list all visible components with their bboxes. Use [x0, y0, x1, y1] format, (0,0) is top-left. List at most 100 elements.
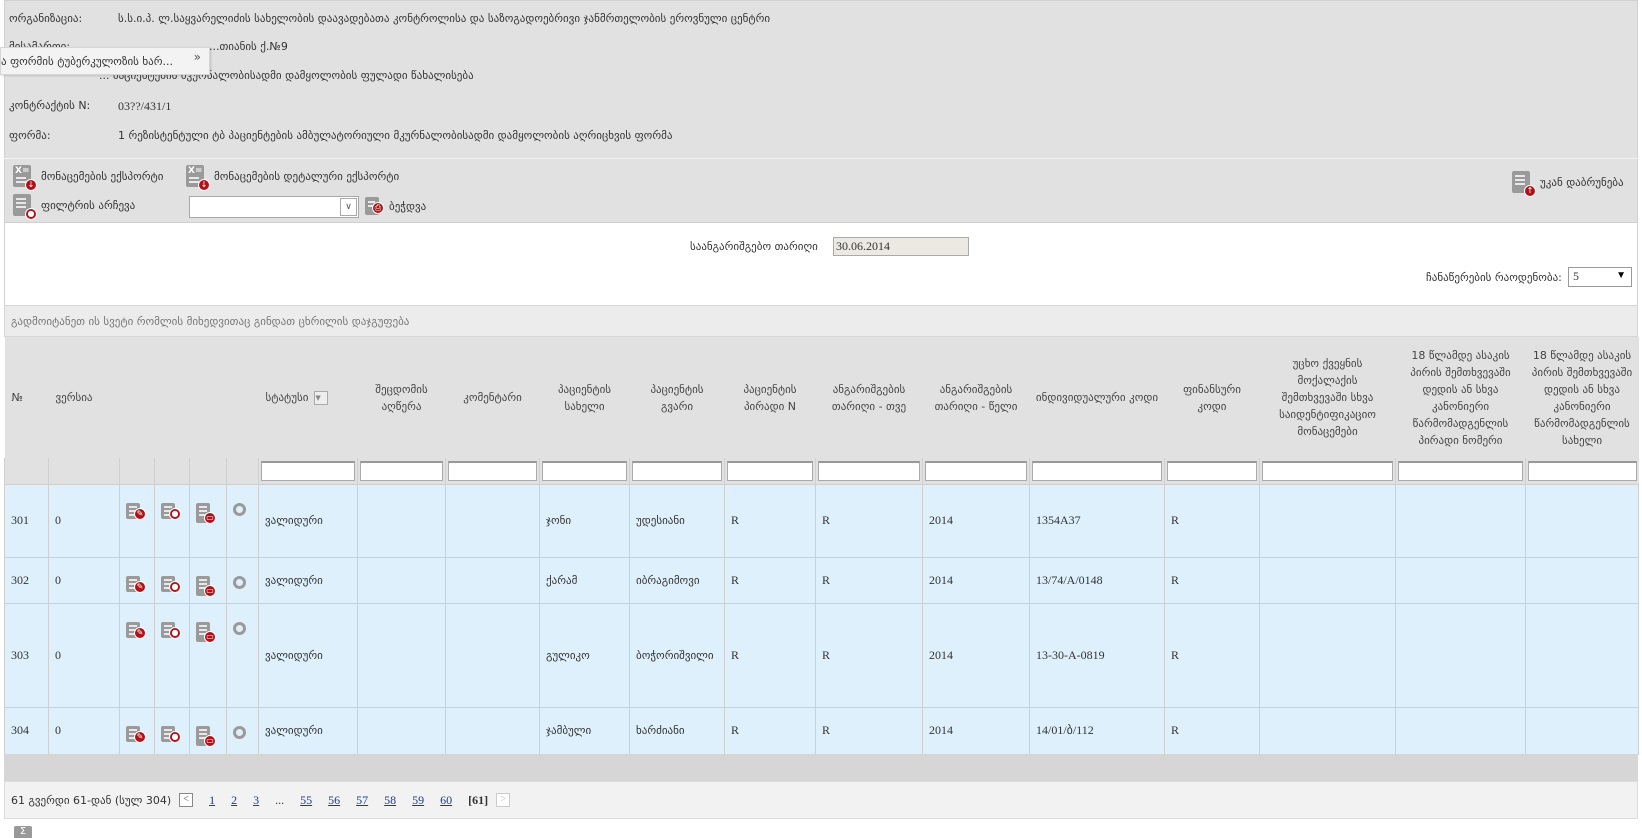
print-button[interactable]: ⎙ ბეჭდვა	[365, 197, 426, 215]
open-icon[interactable]: ▭	[196, 725, 216, 747]
col-version[interactable]: ვერსია	[48, 337, 120, 458]
print-icon: ⎙	[365, 197, 384, 215]
table-row[interactable]: 303 0 ✎ ● ▭ ვალიდური გულიკო ბოჭორიშვილი …	[4, 602, 1639, 708]
col-open	[189, 337, 227, 458]
cell-month: R	[815, 706, 923, 755]
table-row[interactable]: 302 0 ✎ ● ▭ ვალიდური ქარამ იბრაგიმოვი R …	[4, 556, 1639, 604]
cell-individual-code: 13-30-A-0819	[1029, 602, 1165, 708]
col-view	[154, 337, 190, 458]
status-filter-input[interactable]	[261, 460, 355, 481]
open-icon[interactable]: ▭	[196, 621, 216, 643]
group-by-drop-zone[interactable]: გადმოიტანეთ ის სვეტი რომლის მიხედვითაც გ…	[4, 305, 1638, 337]
page-link[interactable]: 1	[209, 792, 216, 807]
excel-export-icon: X= ↓	[186, 165, 210, 191]
guardian-name-filter-input[interactable]	[1528, 460, 1637, 481]
current-page: [61]	[468, 792, 489, 807]
pager-ellipsis: ...	[275, 792, 285, 807]
col-individual-code[interactable]: ინდივიდუალური კოდი	[1029, 337, 1165, 458]
col-last-name[interactable]: პაციენტის გვარი	[629, 337, 725, 458]
detailed-export-button[interactable]: X= ↓ მონაცემების დეტალური ექსპორტი	[186, 165, 400, 191]
col-foreign-id[interactable]: უცხო ქვეყნის მოქალაქის შემთხვევაში სხვა …	[1259, 337, 1396, 458]
page-link[interactable]: 58	[384, 792, 397, 807]
open-icon[interactable]: ▭	[196, 502, 216, 524]
page-link[interactable]: 60	[440, 792, 453, 807]
guardian-no-filter-input[interactable]	[1398, 460, 1523, 481]
col-month[interactable]: ანგარიშგების თარიღი - თვე	[815, 337, 923, 458]
comment-filter-input[interactable]	[448, 460, 537, 481]
view-icon[interactable]: ●	[161, 575, 181, 593]
cell-first-name: ქარამ	[539, 556, 630, 604]
page-link[interactable]: 55	[300, 792, 313, 807]
filter-icon[interactable]: ▼	[314, 391, 329, 405]
edit-icon[interactable]: ✎	[126, 502, 146, 520]
record-count-label: ჩანაწერების რაოდენობა:	[1426, 271, 1562, 284]
year-filter-input[interactable]	[925, 460, 1027, 481]
view-icon[interactable]: ●	[161, 502, 181, 520]
cell-foreign-id	[1259, 706, 1396, 755]
sigma-icon[interactable]: Σ	[14, 826, 32, 838]
cell-version: 0	[48, 483, 120, 558]
col-financial-code[interactable]: ფინანსური კოდი	[1164, 337, 1260, 458]
cell-status: ვალიდური	[258, 556, 358, 604]
export-button[interactable]: X= ↓ მონაცემების ექსპორტი	[13, 165, 164, 191]
edit-icon[interactable]: ✎	[126, 725, 146, 743]
page-link[interactable]: 56	[328, 792, 341, 807]
col-guardian-name[interactable]: 18 წლამდე ასაკის პირის შემთხვევაში დედის…	[1525, 337, 1639, 458]
col-select	[226, 337, 259, 458]
month-filter-input[interactable]	[818, 460, 920, 481]
select-radio[interactable]	[233, 575, 246, 589]
filter-dropdown[interactable]: ∨	[189, 196, 359, 218]
col-year[interactable]: ანგარიშგების თარიღი - წელი	[922, 337, 1030, 458]
select-radio[interactable]	[233, 502, 246, 516]
report-settings	[4, 223, 1638, 305]
prev-page-button[interactable]: <	[179, 793, 194, 807]
next-page-button[interactable]: >	[496, 793, 511, 807]
financial-code-filter-input[interactable]	[1167, 460, 1257, 481]
cell-guardian-name	[1525, 602, 1639, 708]
expand-icon[interactable]: »	[193, 50, 201, 64]
col-first-name[interactable]: პაციენტის სახელი	[539, 337, 630, 458]
view-icon[interactable]: ●	[161, 725, 181, 743]
report-date-label: საანგარიშგებო თარიღი	[690, 240, 818, 253]
report-date-field[interactable]: 30.06.2014	[833, 237, 969, 256]
cell-individual-code: 1354A37	[1029, 483, 1165, 558]
page-link[interactable]: 3	[253, 792, 260, 807]
col-comment[interactable]: კომენტარი	[445, 337, 540, 458]
cell-month: R	[815, 483, 923, 558]
chevron-down-icon: ∨	[340, 198, 357, 216]
cell-first-name: ჯონი	[539, 483, 630, 558]
select-radio[interactable]	[233, 725, 246, 739]
page-link[interactable]: 2	[231, 792, 238, 807]
individual-code-filter-input[interactable]	[1032, 460, 1162, 481]
error-filter-input[interactable]	[360, 460, 443, 481]
col-error[interactable]: შეცდომის აღწერა	[357, 337, 446, 458]
col-guardian-no[interactable]: 18 წლამდე ასაკის პირის შემთხვევაში დედის…	[1395, 337, 1526, 458]
open-icon[interactable]: ▭	[196, 575, 216, 597]
first-name-filter-input[interactable]	[542, 460, 627, 481]
cell-status: ვალიდური	[258, 706, 358, 755]
table-row[interactable]: 304 0 ✎ ● ▭ ვალიდური ჯამბული ხარძიანი R …	[4, 706, 1639, 755]
cell-year: 2014	[922, 602, 1030, 708]
col-personal-no[interactable]: პაციენტის პირადი N	[724, 337, 816, 458]
last-name-filter-input[interactable]	[632, 460, 722, 481]
cell-guardian-name	[1525, 556, 1639, 604]
cell-status: ვალიდური	[258, 602, 358, 708]
back-button[interactable]: ↑ უკან დაბრუნება	[1512, 171, 1624, 197]
page-link[interactable]: 59	[412, 792, 425, 807]
personal-no-filter-input[interactable]	[727, 460, 813, 481]
foreign-id-filter-input[interactable]	[1262, 460, 1393, 481]
edit-icon[interactable]: ✎	[126, 575, 146, 593]
view-icon[interactable]: ●	[161, 621, 181, 639]
select-radio[interactable]	[233, 621, 246, 635]
cell-personal-no: R	[724, 706, 816, 755]
edit-icon[interactable]: ✎	[126, 621, 146, 639]
record-count-select[interactable]: 5 ▼	[1568, 267, 1632, 287]
filter-search-icon: ●	[13, 194, 37, 220]
table-row[interactable]: 301 0 ✎ ● ▭ ვალიდური ჯონი უდესიანი R R 2…	[4, 483, 1639, 558]
cell-financial-code: R	[1164, 556, 1260, 604]
page-link[interactable]: 57	[356, 792, 369, 807]
col-status[interactable]: სტატუსი ▼	[258, 337, 358, 458]
cell-error	[357, 602, 446, 708]
form-name-tooltip[interactable]: ა ფორმის ტუბერკულოზის ხარ...»	[0, 47, 210, 75]
col-number[interactable]: №	[4, 337, 49, 458]
